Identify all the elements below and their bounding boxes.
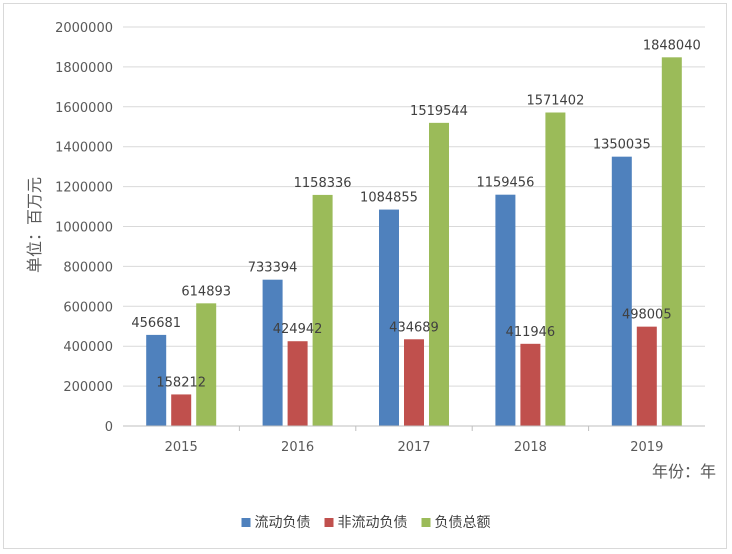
bars [146, 57, 682, 427]
bar [312, 194, 333, 426]
data-label: 1519544 [410, 104, 468, 119]
legend: 流动负债 非流动负债 负债总额 [241, 515, 491, 531]
data-label: 614893 [181, 284, 231, 299]
legend-item: 负债总额 [421, 515, 491, 531]
legend-label: 负债总额 [435, 515, 491, 531]
y-tick-label: 600000 [63, 300, 113, 315]
legend-item: 流动负债 [241, 515, 311, 531]
legend-swatch [324, 518, 334, 527]
data-label: 434689 [389, 320, 439, 335]
bar [171, 394, 192, 426]
y-axis-title: 单位：百万元 [25, 177, 44, 273]
data-label: 1571402 [526, 94, 584, 109]
bar [262, 279, 283, 426]
x-axis-ticks: 2015 2016 2017 2018 2019 [165, 426, 663, 455]
x-axis-title: 年份：年 [652, 462, 716, 481]
y-tick-label: 200000 [63, 380, 113, 395]
y-tick-label: 800000 [63, 260, 113, 275]
bar [545, 112, 566, 426]
data-label: 1084855 [360, 191, 418, 206]
data-label: 1158336 [294, 176, 352, 191]
bar [611, 156, 632, 426]
y-tick-label: 1000000 [55, 221, 113, 236]
legend-swatch [421, 518, 431, 527]
gridlines [123, 26, 705, 387]
bar [636, 326, 657, 426]
data-labels: 456681 158212 614893 733394 424942 1158336 108… [131, 38, 700, 390]
y-tick-label: 1600000 [55, 101, 113, 116]
y-tick-label: 2000000 [55, 21, 113, 36]
bar [495, 194, 516, 426]
x-tick-label: 2016 [281, 440, 314, 455]
data-label: 411946 [506, 325, 556, 340]
x-tick-label: 2017 [397, 440, 430, 455]
bar [429, 122, 449, 426]
legend-swatch [241, 518, 251, 527]
y-tick-label: 1800000 [55, 61, 113, 76]
bar [287, 341, 308, 426]
bar [520, 343, 541, 426]
bar [379, 209, 399, 426]
legend-item: 非流动负债 [324, 515, 408, 531]
data-label: 1848040 [643, 38, 701, 53]
y-tick-label: 1200000 [55, 181, 113, 196]
data-label: 1159456 [476, 176, 534, 191]
y-axis-ticks: 0 200000 400000 600000 800000 1000000 1200000 1… [55, 21, 113, 435]
bar [404, 339, 424, 426]
y-tick-label: 400000 [63, 340, 113, 355]
x-tick-label: 2019 [630, 440, 663, 455]
data-label: 1350035 [593, 138, 651, 153]
data-label: 456681 [131, 316, 181, 331]
x-tick-label: 2015 [165, 440, 198, 455]
y-tick-label: 1400000 [55, 141, 113, 156]
legend-label: 非流动负债 [338, 515, 408, 531]
data-label: 424942 [273, 322, 323, 337]
bar [146, 334, 167, 426]
data-label: 498005 [622, 308, 672, 323]
y-tick-label: 0 [105, 420, 113, 435]
data-label: 733394 [248, 261, 298, 276]
chart-frame [3, 3, 727, 549]
bar [196, 303, 217, 426]
data-label: 158212 [156, 375, 206, 390]
legend-label: 流动负债 [255, 515, 311, 531]
x-tick-label: 2018 [514, 440, 547, 455]
bar [661, 57, 682, 427]
